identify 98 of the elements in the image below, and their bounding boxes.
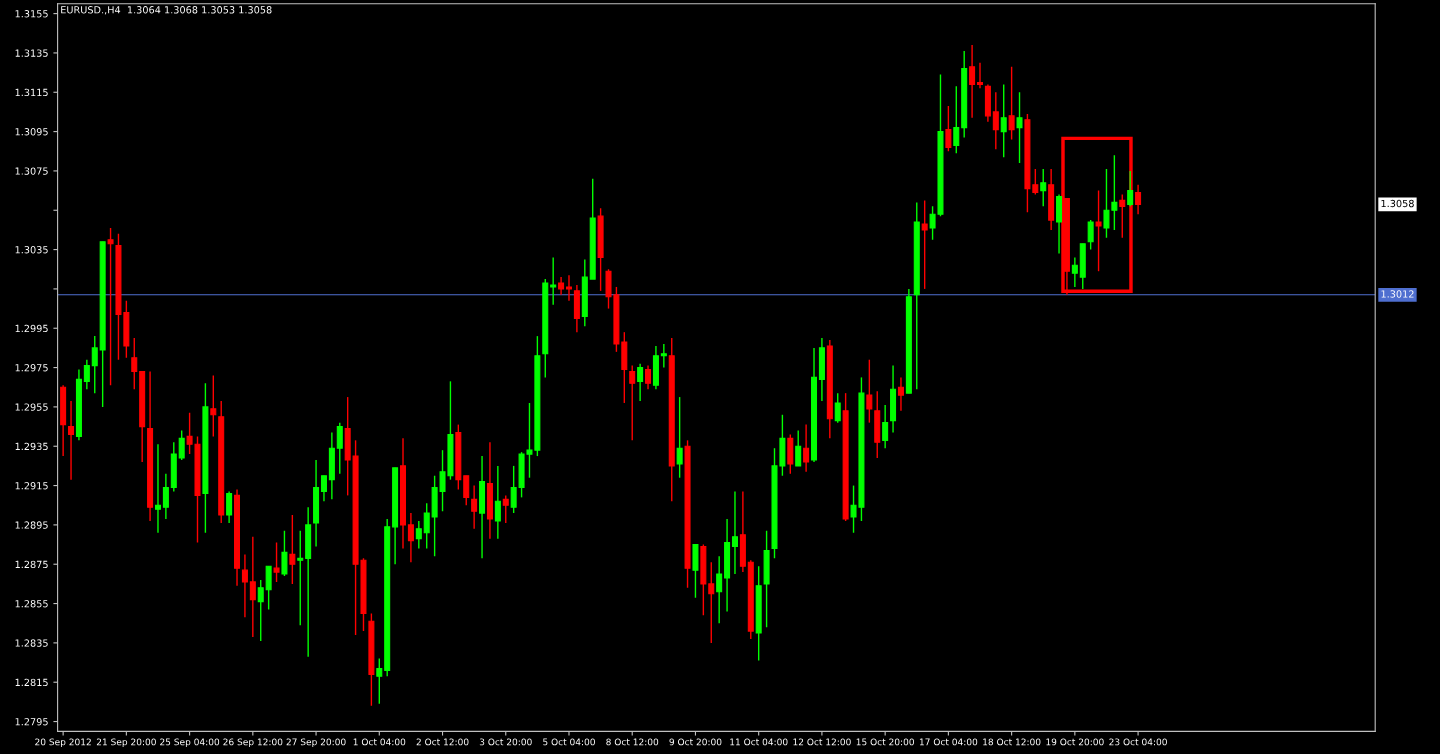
candlestick <box>637 362 644 402</box>
candlestick <box>154 443 161 534</box>
candlestick <box>1000 83 1007 158</box>
candlestick <box>336 421 343 475</box>
x-tick-label: 1 Oct 04:00 <box>353 738 406 746</box>
candlestick <box>289 514 296 585</box>
candlestick <box>1095 189 1102 272</box>
candlestick <box>629 364 636 442</box>
candlestick <box>953 85 960 154</box>
candlestick <box>297 530 304 626</box>
x-tick-label: 2 Oct 12:00 <box>416 738 469 746</box>
candlestick <box>897 376 904 412</box>
y-tick-label: 1.3075 <box>15 167 48 175</box>
y-tick-label: 1.2955 <box>15 403 48 411</box>
y-tick-label: 1.3095 <box>15 128 48 136</box>
candlestick <box>645 364 652 390</box>
candlestick <box>162 473 169 520</box>
x-tick-label: 25 Sep 04:00 <box>160 738 220 748</box>
candlestick <box>265 565 272 611</box>
candlestick <box>320 475 327 502</box>
candlestick <box>463 475 470 506</box>
candlestick <box>1071 256 1078 288</box>
candlestick <box>281 530 288 577</box>
candlestick <box>550 256 557 306</box>
y-tick-label: 1.2835 <box>15 639 48 647</box>
candlestick <box>1016 91 1023 164</box>
x-tick-label: 18 Oct 12:00 <box>983 738 1041 746</box>
candlestick <box>731 490 738 575</box>
x-tick-label: 26 Sep 12:00 <box>223 738 283 748</box>
candlestick <box>241 553 248 619</box>
y-tick-label: 1.3155 <box>15 10 48 18</box>
candlestick <box>1040 168 1047 208</box>
candlestick <box>226 490 233 524</box>
x-tick-label: 17 Oct 04:00 <box>919 738 978 746</box>
y-tick-label: 1.3135 <box>15 49 48 57</box>
candlestick <box>249 536 256 638</box>
candlestick <box>91 335 98 394</box>
candlestick <box>502 494 509 524</box>
candlestick <box>178 429 185 461</box>
candlestick <box>803 423 810 473</box>
candlestick <box>708 561 715 644</box>
x-tick-label: 27 Sep 20:00 <box>286 738 346 748</box>
y-tick-label: 1.2815 <box>15 678 48 687</box>
x-tick-label: 3 Oct 20:00 <box>479 738 532 746</box>
candlestick <box>131 337 138 390</box>
candlestick <box>68 400 75 481</box>
candlestick <box>1087 219 1094 251</box>
candlestick <box>716 555 723 624</box>
candlestick <box>257 579 264 642</box>
candlestick <box>834 392 841 424</box>
y-tick-label: 1.2895 <box>15 521 48 529</box>
y-tick-label: 1.3035 <box>15 246 48 254</box>
candlestick <box>795 429 802 467</box>
y-tick-label: 1.3115 <box>15 88 48 97</box>
x-tick-label: 21 Sep 20:00 <box>96 738 156 748</box>
x-tick-label: 11 Oct 04:00 <box>730 738 788 746</box>
y-tick-label: 1.2995 <box>15 324 48 333</box>
candlestick <box>976 62 984 90</box>
candlestick <box>471 484 478 530</box>
candlestick <box>866 359 873 424</box>
x-tick-label: 23 Oct 04:00 <box>1109 738 1167 746</box>
candlestick <box>83 359 90 390</box>
candlestick <box>407 512 414 563</box>
y-tick-label: 1.2915 <box>15 482 48 490</box>
y-tick-label: 1.2875 <box>15 560 48 569</box>
x-tick-label: 20 Sep 2012 <box>35 738 91 748</box>
candlestick <box>210 374 217 438</box>
candlestick <box>415 520 422 550</box>
ref-line-label: 1.3012 <box>1381 290 1414 298</box>
y-tick-label: 1.2855 <box>15 600 48 608</box>
candlestick <box>376 657 383 705</box>
candlestick <box>992 91 999 150</box>
candlestick <box>1135 183 1142 215</box>
candlestick <box>660 343 667 369</box>
x-tick-label: 5 Oct 04:00 <box>543 738 595 746</box>
candlestick <box>1127 170 1134 208</box>
y-tick-label: 1.2935 <box>15 442 48 451</box>
candlestick <box>969 44 976 119</box>
y-tick-label: 1.2795 <box>15 718 48 726</box>
candlestick <box>1119 193 1126 239</box>
x-tick-label: 15 Oct 20:00 <box>856 738 914 746</box>
text: 1.3058 <box>1381 199 1414 208</box>
x-tick-label: 12 Oct 12:00 <box>793 738 851 746</box>
candlestick <box>676 396 683 479</box>
candlestick <box>1008 66 1015 141</box>
candlestick <box>273 541 280 583</box>
x-tick-label: 9 Oct 20:00 <box>669 738 722 746</box>
x-tick-label: 8 Oct 12:00 <box>606 738 659 746</box>
candlestick <box>882 404 889 449</box>
candlestick <box>423 502 430 550</box>
candlestick <box>565 274 572 302</box>
x-tick-label: 19 Oct 20:00 <box>1046 738 1104 746</box>
y-tick-label: 1.2975 <box>15 364 48 372</box>
candlestick <box>107 227 114 386</box>
candlestick <box>494 465 501 540</box>
candlestick <box>945 105 952 152</box>
chart-title: EURUSD.,H4 1.3064 1.3068 1.3053 1.3058 <box>61 6 272 15</box>
candlestick <box>921 199 928 290</box>
